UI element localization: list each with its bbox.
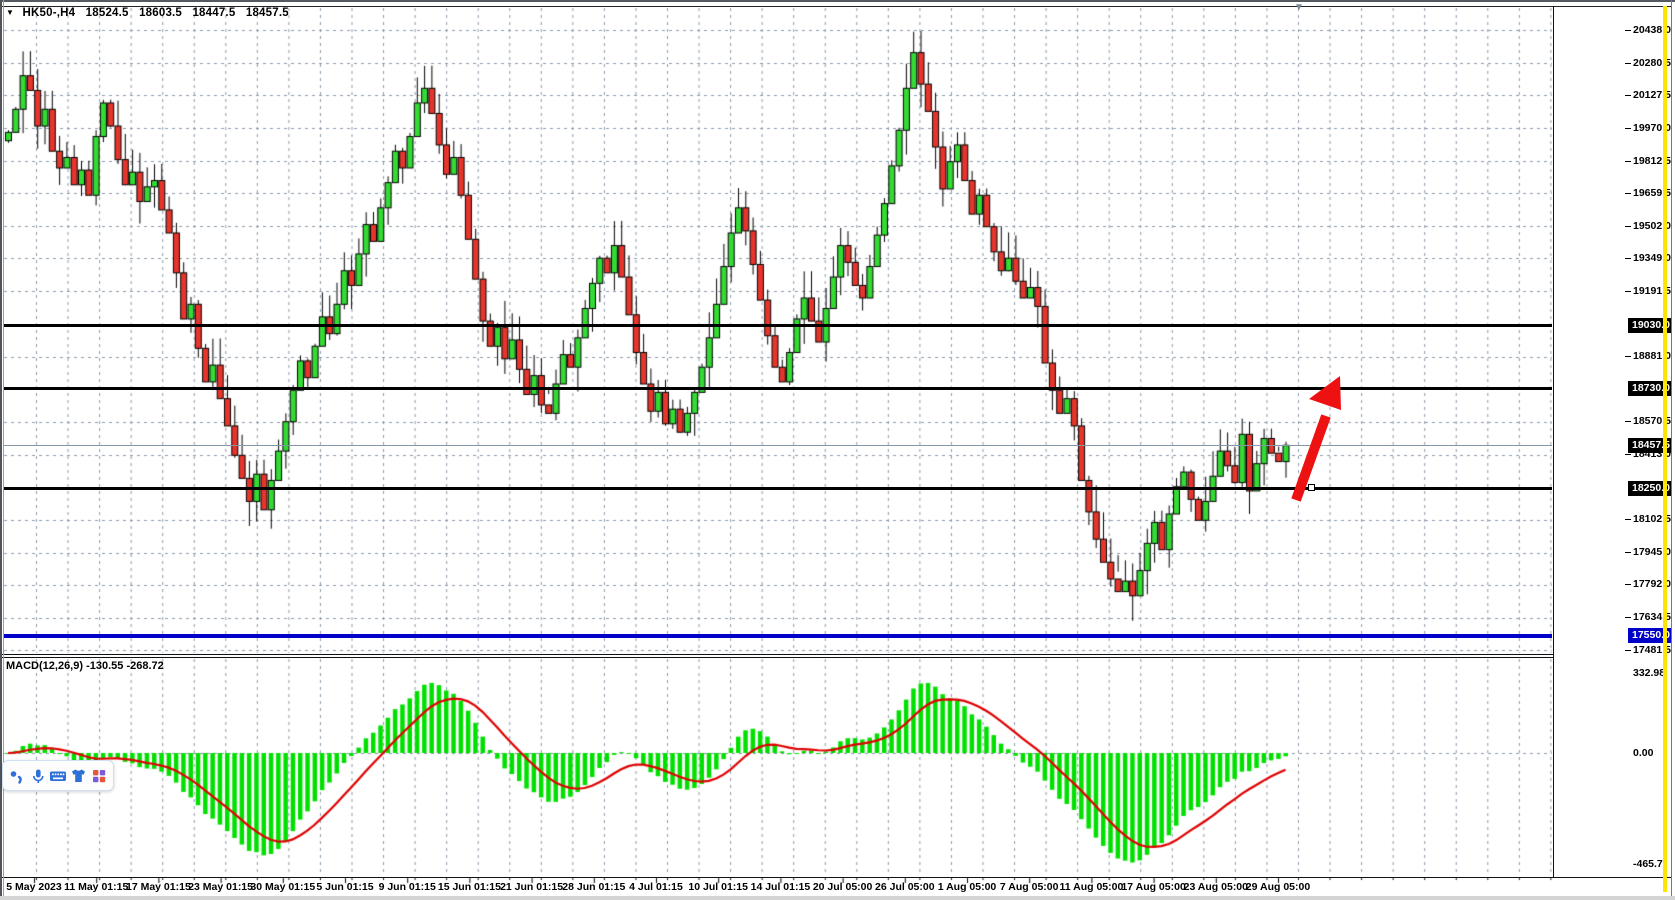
price-axis-tick-label: 17481.5 (1625, 643, 1671, 656)
time-axis-label: 28 Jun 01:15 (562, 881, 626, 893)
time-axis-label: 17 May 01:15 (125, 881, 191, 893)
price-axis-tick-label: 19191.5 (1625, 284, 1671, 297)
symbol-timeframe-label: HK50-,H4 (22, 7, 76, 19)
current-price-line (4, 445, 1552, 447)
time-axis-label: 14 Jul 01:15 (750, 881, 811, 893)
price-axis-tick-label: 20280.5 (1625, 56, 1671, 69)
price-axis-tick-label: 17634.5 (1625, 611, 1671, 624)
time-axis-label: 30 May 01:15 (250, 881, 316, 893)
price-axis-badge: 17550.0 (1628, 628, 1672, 644)
price-axis-separator (1553, 6, 1554, 878)
horizontal-level-line[interactable] (4, 487, 1552, 491)
apps-grid-icon[interactable] (90, 767, 108, 785)
price-axis-tick-label: 18881.0 (1625, 350, 1671, 362)
price-axis-tick-label: 17792.0 (1625, 578, 1671, 591)
price-axis-badge: 19030.0 (1628, 317, 1672, 333)
price-axis-badge: 18730.0 (1628, 380, 1672, 396)
time-axis-label: 1 Aug 05:00 (937, 881, 997, 893)
time-axis-label: 21 Jun 01:15 (500, 881, 564, 893)
pen-icon[interactable] (8, 767, 26, 785)
macd-axis-tick-label: -465.7 (1633, 857, 1663, 870)
macd-axis-tick-label: 332.98 (1633, 666, 1666, 679)
ohlc-high-value: 18603.5 (139, 7, 183, 19)
red-up-arrow-annotation[interactable] (1280, 368, 1360, 518)
time-axis-label: 11 Aug 05:00 (1059, 881, 1124, 893)
price-axis-badge: 18457.5 (1628, 437, 1672, 453)
yellow-vertical-line[interactable] (1663, 6, 1667, 892)
shirt-icon[interactable] (69, 767, 87, 785)
macd-panel-separator-inner (0, 657, 1553, 658)
time-axis-label: 20 Jul 05:00 (812, 881, 873, 893)
ohlc-header: ▼ HK50-,H4 18524.5 18603.5 18447.5 18457… (6, 7, 296, 19)
time-axis-label: 11 May 01:15 (64, 881, 129, 893)
ohlc-close-value: 18457.5 (245, 7, 289, 19)
macd-panel-bottom-border (0, 877, 1672, 878)
time-axis-label: 9 Jun 01:15 (378, 881, 436, 893)
time-axis-label: 23 Aug 05:00 (1183, 881, 1248, 893)
level-line-handle[interactable] (1308, 484, 1315, 492)
price-axis-tick-label: 19812.5 (1625, 154, 1671, 167)
ohlc-low-value: 18447.5 (192, 7, 236, 19)
plot-top-line (0, 6, 1672, 7)
window-bottom-border (0, 896, 1675, 900)
macd-indicator-label: MACD(12,26,9) -130.55 -268.72 (6, 660, 164, 672)
time-axis-label: 5 May 2023 (6, 881, 62, 893)
ohlc-open-value: 18524.5 (85, 7, 129, 19)
price-axis-tick-label: 19970.0 (1625, 121, 1671, 134)
horizontal-level-line[interactable] (4, 323, 1552, 327)
macd-panel-separator[interactable] (0, 654, 1553, 655)
keyboard-icon[interactable] (49, 767, 67, 785)
time-axis-label: 4 Jul 01:15 (629, 881, 683, 893)
window-top-border (0, 0, 1675, 2)
time-axis-label: 7 Aug 05:00 (999, 881, 1059, 893)
floating-mini-toolbar (2, 760, 114, 791)
window-right-border (1671, 0, 1672, 896)
scroll-position-marker-icon[interactable]: ▼ (1294, 2, 1304, 13)
time-axis-label: 10 Jul 01:15 (688, 881, 748, 893)
microphone-icon[interactable] (29, 767, 47, 785)
price-axis-tick-label: 17945.0 (1625, 546, 1671, 559)
price-axis-tick-label: 19349.0 (1625, 251, 1671, 264)
time-axis-label: 26 Jul 05:00 (875, 881, 935, 893)
time-axis-label: 5 Jun 01:15 (316, 881, 374, 893)
price-axis-tick-label: 18570.5 (1625, 415, 1671, 428)
time-axis-label: 15 Jun 01:15 (437, 881, 501, 893)
price-axis-badge: 18250.0 (1628, 481, 1672, 497)
time-axis-label: 17 Aug 05:00 (1121, 881, 1186, 893)
price-axis-tick-label: 20438.0 (1625, 23, 1671, 36)
macd-axis-tick-label: 0.00 (1633, 746, 1654, 759)
support-line-blue[interactable] (4, 633, 1552, 638)
symbol-dropdown-icon[interactable]: ▼ (6, 8, 15, 17)
price-axis-tick-label: 19502.0 (1625, 219, 1671, 232)
window-left-border-inner (3, 0, 4, 896)
price-axis-tick-label: 19659.5 (1625, 186, 1671, 199)
price-axis-tick-label: 20127.5 (1625, 88, 1671, 101)
window-left-border (0, 0, 2, 896)
price-axis-tick-label: 18102.5 (1625, 513, 1671, 526)
time-axis-label: 29 Aug 05:00 (1245, 881, 1311, 893)
time-axis-label: 23 May 01:15 (188, 881, 253, 893)
horizontal-level-line[interactable] (4, 386, 1552, 390)
